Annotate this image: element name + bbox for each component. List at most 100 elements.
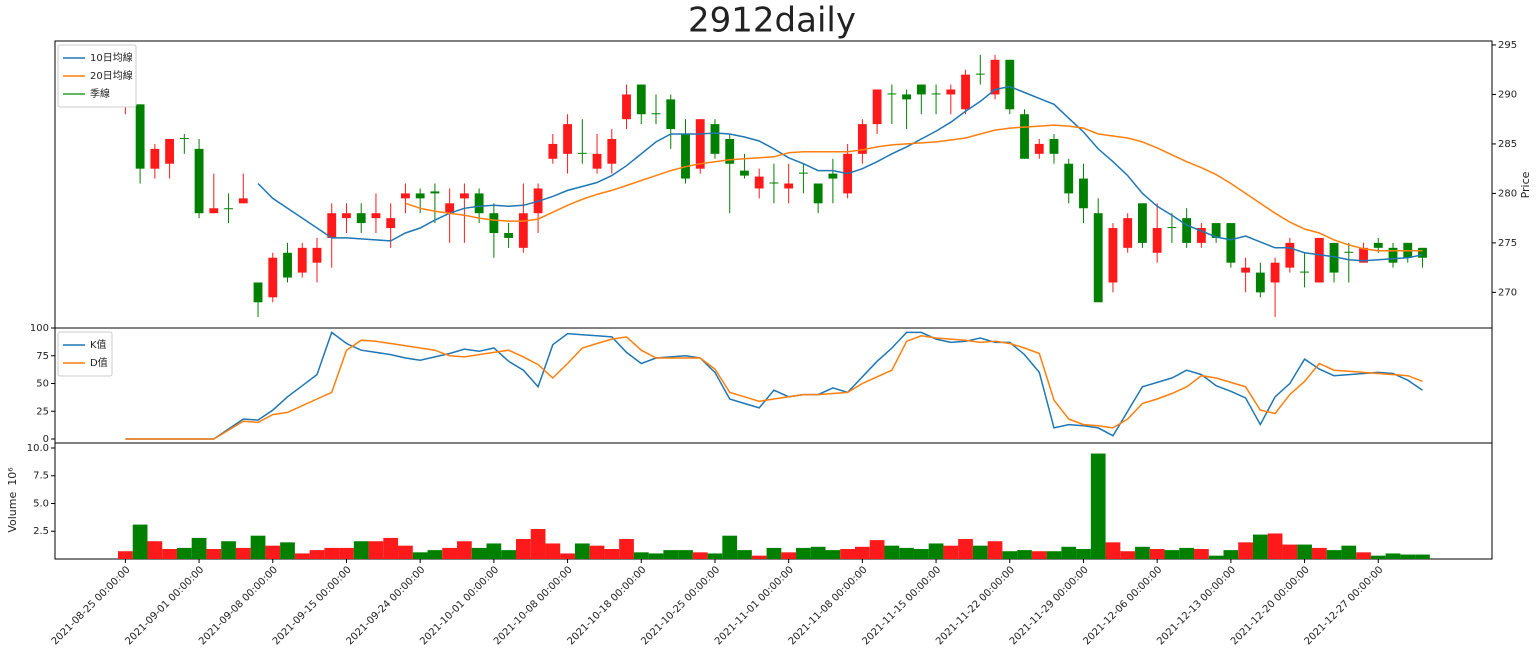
volume-bar: [353, 541, 369, 559]
candle-body: [1005, 59, 1015, 110]
candle-body: [371, 213, 381, 219]
volume-bar: [840, 549, 855, 559]
volume-bar: [1031, 551, 1047, 559]
candle-body: [784, 183, 794, 189]
volume-bar: [1046, 551, 1062, 559]
x-tick-label: 2021-12-27 00:00:00: [1303, 564, 1386, 647]
series-line: [125, 331, 1423, 440]
volume-bar: [1017, 550, 1032, 559]
candle-body: [356, 213, 366, 224]
candle-body: [651, 113, 661, 115]
candle-body: [1064, 163, 1074, 194]
candle-body: [1196, 228, 1206, 243]
volume-bar: [1252, 534, 1268, 559]
volume-bar: [574, 543, 590, 559]
volume-bar: [633, 552, 649, 559]
volume-bar: [619, 539, 634, 559]
candle-body: [386, 218, 396, 229]
volume-bar: [398, 545, 413, 559]
volume-bar: [1164, 550, 1180, 559]
candle-body: [769, 182, 779, 184]
y-tick-label: 7.5: [33, 471, 49, 482]
volume-bar: [471, 547, 487, 559]
x-tick-label: 2021-10-01 00:00:00: [418, 564, 501, 647]
y-tick-label: 2.5: [33, 526, 49, 537]
volume-bar: [1238, 542, 1253, 559]
candle-body: [666, 99, 676, 130]
candle-body: [548, 143, 558, 159]
y-tick-label: 75: [36, 351, 49, 362]
volume-bar: [530, 529, 546, 559]
volume-bar: [1061, 546, 1077, 559]
candle-body: [857, 124, 867, 154]
volume-bar: [766, 547, 782, 559]
volume-bar: [132, 524, 148, 559]
candle-body: [327, 213, 337, 238]
volume-bar: [796, 547, 811, 559]
x-tick-label: 2021-11-22 00:00:00: [934, 564, 1017, 647]
volume-bar: [648, 553, 664, 559]
offset-text: 10⁶: [6, 467, 19, 486]
y-tick-label: 50: [36, 379, 49, 390]
candle-body: [474, 193, 484, 214]
volume-bar: [515, 539, 531, 559]
y-tick-label: 295: [1498, 40, 1517, 51]
y-tick-label: 275: [1498, 238, 1517, 249]
x-tick-label: 2021-10-25 00:00:00: [639, 564, 722, 647]
y-tick-label: 270: [1498, 287, 1517, 298]
candle-body: [577, 152, 587, 154]
candle-body: [1329, 242, 1339, 273]
candle-body: [1255, 272, 1265, 293]
volume-bar: [427, 550, 443, 559]
kd-panel-frame: [54, 327, 1493, 444]
volume-bar: [1385, 553, 1401, 559]
candle-body: [1034, 143, 1044, 154]
candle-body: [1182, 218, 1192, 243]
volume-bar: [604, 549, 620, 559]
volume-bar: [221, 541, 236, 559]
volume-bar: [280, 542, 295, 559]
candle-body: [961, 74, 970, 110]
candle-body: [872, 89, 882, 125]
x-tick-label: 2021-11-29 00:00:00: [1008, 564, 1091, 647]
volume-bar: [678, 550, 693, 559]
candle-body: [607, 138, 617, 164]
candle-body: [931, 93, 941, 95]
y-tick-label: 5.0: [33, 498, 49, 509]
volume-bar: [781, 552, 797, 559]
x-tick-label: 2021-12-13 00:00:00: [1155, 564, 1238, 647]
volume-bar: [1297, 544, 1312, 559]
candle-body: [975, 73, 985, 75]
volume-bar: [1076, 549, 1091, 559]
volume-bar: [869, 540, 885, 559]
volume-bar: [722, 535, 738, 559]
x-tick-label: 2021-09-24 00:00:00: [345, 564, 428, 647]
candle-body: [1138, 203, 1147, 243]
y-tick-label: 285: [1498, 139, 1517, 150]
candle-body: [1241, 267, 1251, 273]
candle-body: [636, 84, 646, 115]
candle-body: [1314, 237, 1324, 283]
x-tick-label: 2021-12-20 00:00:00: [1229, 564, 1312, 647]
volume-bar: [692, 552, 708, 559]
candle-body: [828, 173, 838, 179]
candle-body: [710, 124, 720, 154]
candle-body: [681, 134, 690, 179]
volume-bar: [442, 547, 458, 559]
legend-label: 季線: [90, 87, 110, 100]
volume-bar: [589, 545, 605, 559]
x-tick-label: 2021-09-08 00:00:00: [197, 564, 280, 647]
candle-body: [283, 252, 292, 278]
series-line: [257, 85, 1423, 262]
candle-body: [1152, 228, 1162, 253]
candle-body: [1093, 213, 1103, 303]
volume-bar: [1267, 533, 1283, 559]
candle-body: [754, 176, 764, 189]
volume-bar: [1149, 549, 1165, 559]
volume-bar: [913, 549, 929, 559]
volume-bar: [309, 550, 325, 559]
volume-bar: [825, 550, 841, 559]
candle-body: [813, 183, 823, 204]
volume-bar: [737, 550, 752, 559]
candle-body: [916, 84, 926, 95]
